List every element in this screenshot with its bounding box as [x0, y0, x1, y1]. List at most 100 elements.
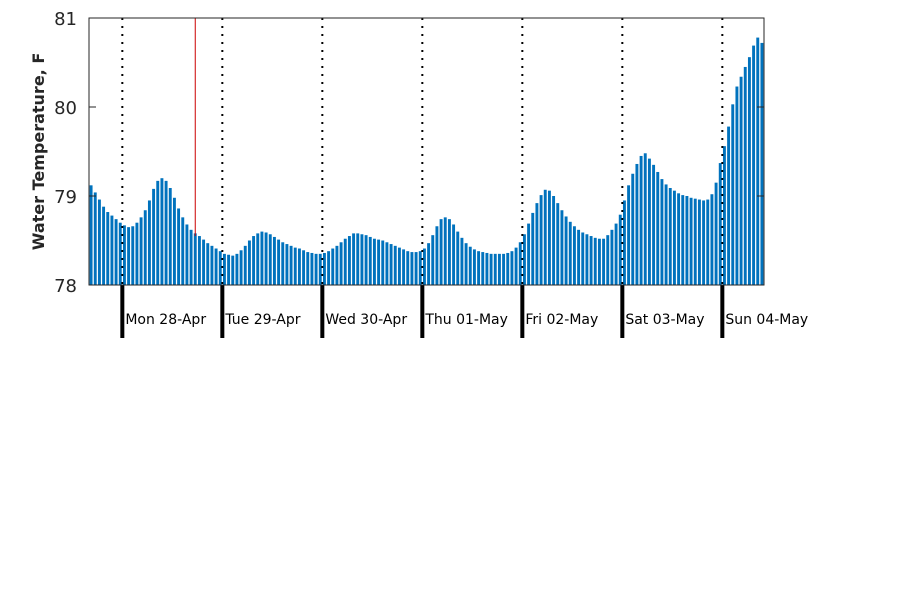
bar [635, 163, 639, 285]
bar [264, 232, 268, 285]
bar [310, 252, 314, 285]
bar [752, 45, 756, 286]
bar [393, 245, 397, 285]
bar [406, 251, 410, 285]
bars-layer [89, 37, 764, 286]
bar [318, 253, 322, 285]
bar [760, 42, 764, 285]
day-label: Thu 01-May [424, 312, 508, 328]
bar [335, 245, 339, 285]
bar [218, 251, 222, 285]
bar [593, 237, 597, 285]
bar [106, 212, 110, 285]
bar [185, 224, 189, 285]
bar [527, 223, 531, 285]
bar [122, 225, 126, 285]
bar [543, 189, 547, 285]
y-tick-label: 78 [54, 276, 77, 297]
bar [668, 187, 672, 285]
plot-frame [88, 17, 765, 286]
bar [256, 233, 260, 285]
bar [364, 235, 368, 285]
bar [552, 196, 556, 285]
bar [402, 249, 406, 285]
bar [631, 173, 635, 285]
bar [281, 242, 285, 285]
bar [385, 242, 389, 285]
bar [97, 199, 101, 285]
bar [477, 251, 481, 285]
bar [639, 155, 643, 285]
bar [389, 244, 393, 285]
bar [468, 246, 472, 285]
bar [168, 187, 172, 285]
bar [718, 163, 722, 285]
bar [322, 252, 326, 285]
bar [464, 243, 468, 285]
bar [485, 252, 489, 285]
bar [243, 245, 247, 285]
bar [431, 235, 435, 285]
day-label: Fri 02-May [525, 312, 598, 328]
bar [689, 197, 693, 285]
bar [597, 238, 601, 285]
bar [297, 248, 301, 285]
bar [160, 178, 164, 285]
bar [272, 236, 276, 285]
bar [143, 210, 147, 285]
bar [610, 229, 614, 285]
bar [585, 234, 589, 285]
bar [260, 231, 264, 285]
bar [222, 253, 226, 285]
bar [481, 252, 485, 285]
bar [452, 224, 456, 285]
bar [139, 217, 143, 285]
bar [164, 180, 168, 285]
bar [535, 203, 539, 285]
bar [381, 240, 385, 285]
bar [372, 238, 376, 285]
bar [231, 255, 235, 285]
bar [560, 210, 564, 285]
bar [514, 247, 518, 285]
bar [735, 86, 739, 285]
bar [618, 214, 622, 285]
x-axis-day-labels: Mon 28-Apr Tue 29-Apr Wed 30-Apr Thu 01-May… [125, 312, 808, 328]
bar [397, 247, 401, 285]
day-separators [120, 18, 725, 338]
bar [427, 243, 431, 285]
bar [339, 242, 343, 285]
bar [172, 197, 176, 285]
bar [714, 182, 718, 285]
bar [352, 233, 356, 285]
bar [581, 232, 585, 285]
bar [206, 243, 210, 285]
bar [210, 245, 214, 285]
bar [743, 66, 747, 285]
bar [202, 239, 206, 285]
bar [493, 253, 497, 285]
bar [539, 195, 543, 285]
bar [435, 226, 439, 285]
bar [522, 234, 526, 285]
bar [672, 190, 676, 285]
bar [568, 221, 572, 285]
bar [252, 236, 256, 285]
bar [739, 76, 743, 286]
bar [131, 226, 135, 285]
bar [510, 251, 514, 285]
y-tick-label: 81 [54, 9, 77, 30]
bar [118, 222, 122, 285]
bar [693, 198, 697, 285]
bar [410, 252, 414, 285]
bar [702, 200, 706, 285]
bar [268, 234, 272, 285]
bar [727, 126, 731, 285]
bar [506, 252, 510, 285]
bar [247, 240, 251, 285]
bar [502, 253, 506, 285]
bar [377, 239, 381, 285]
bar [652, 164, 656, 285]
y-axis-title: Water Temperature, F [29, 53, 48, 251]
bar [235, 253, 239, 285]
